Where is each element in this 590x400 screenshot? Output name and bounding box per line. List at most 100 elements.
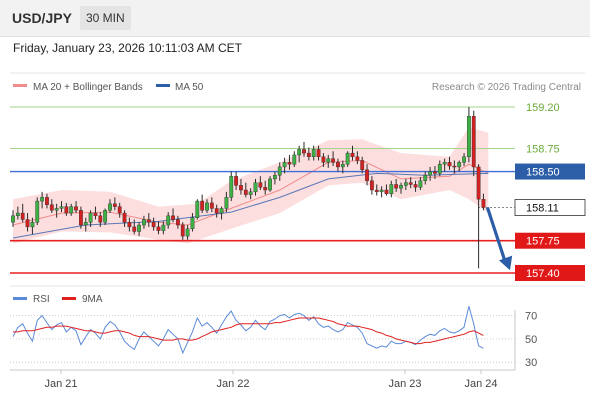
candle-body xyxy=(117,206,122,214)
candle-body xyxy=(452,165,457,168)
rsi-tick-label-30: 30 xyxy=(525,357,537,369)
candle-body xyxy=(35,200,40,223)
candle-body xyxy=(437,163,442,174)
candle-body xyxy=(316,149,321,158)
price-level-box-157-75 xyxy=(515,232,585,249)
candle-body xyxy=(175,219,180,226)
candle-body xyxy=(370,180,374,191)
candle-body xyxy=(273,175,277,180)
candle-body xyxy=(132,226,137,232)
candle-body xyxy=(447,162,452,167)
candle-body xyxy=(15,212,20,217)
candle-body xyxy=(161,224,166,231)
price-level-box-158-50 xyxy=(515,163,585,180)
candle-body xyxy=(287,162,292,165)
candle-body xyxy=(302,149,306,154)
candle-body xyxy=(54,208,59,211)
candle-body xyxy=(20,212,25,220)
rsi-panel: RSI 9MA 70 50 30 xyxy=(10,294,537,369)
price-level-label-159-20: 159.20 xyxy=(526,102,560,114)
candle-body xyxy=(64,206,69,214)
x-tick-label: Jan 23 xyxy=(388,378,421,390)
candle-body xyxy=(355,156,360,161)
candle-body xyxy=(49,204,54,211)
candle-body xyxy=(108,203,112,211)
candle-body xyxy=(399,185,403,189)
candle-body xyxy=(360,160,365,170)
forecast-arrow-head xyxy=(499,255,513,271)
candle-body xyxy=(321,156,326,163)
forecast-arrow-shaft xyxy=(485,207,507,262)
rsi-tick-label-70: 70 xyxy=(525,311,537,323)
x-tick-label: Jan 21 xyxy=(44,378,77,390)
candle-body xyxy=(297,149,302,156)
candle-body xyxy=(180,224,185,237)
candle-body xyxy=(408,182,413,185)
candle-body xyxy=(418,180,423,188)
price-level-box-157-40 xyxy=(515,265,585,281)
candle-body xyxy=(11,215,15,223)
candle-body xyxy=(151,222,156,228)
price-level-label-157-40: 157.40 xyxy=(526,268,560,280)
candle-body xyxy=(428,171,432,176)
candle-body xyxy=(59,206,64,209)
legend-label-rsi: RSI xyxy=(33,294,50,305)
legend-label-ma20: MA 20 + Bollinger Bands xyxy=(33,82,143,93)
legend-swatch-9ma xyxy=(62,297,76,300)
candle-body xyxy=(326,158,331,163)
candle-body xyxy=(403,182,408,186)
candle-body xyxy=(433,171,437,174)
candle-body xyxy=(476,166,481,200)
candle-body xyxy=(219,208,224,214)
candle-body xyxy=(98,215,103,223)
x-tick-label: Jan 22 xyxy=(216,378,249,390)
candle-body xyxy=(171,215,175,220)
rsi-lines xyxy=(12,306,484,355)
candle-body xyxy=(25,219,30,228)
candle-body xyxy=(248,191,253,195)
candle-body xyxy=(379,189,384,193)
candle-body xyxy=(146,219,151,223)
candle-body xyxy=(394,184,399,189)
candle-body xyxy=(481,199,486,208)
candle-body xyxy=(350,152,355,158)
price-level-labels: 159.20 158.75 158.50 158.11 157.75 157.40 xyxy=(514,102,586,281)
candle-body xyxy=(253,182,258,193)
candle-body xyxy=(190,217,195,229)
credit-text: Research © 2026 Trading Central xyxy=(432,82,581,93)
candle-body xyxy=(462,156,466,163)
candle-body xyxy=(340,163,345,168)
candle-body xyxy=(258,182,263,188)
candle-body xyxy=(384,189,389,194)
candle-body xyxy=(282,162,287,168)
candle-body xyxy=(292,154,297,165)
candle-body xyxy=(88,212,93,223)
price-level-label-158-50: 158.50 xyxy=(526,167,560,179)
candle-body xyxy=(200,200,205,211)
legend-label-ma50: MA 50 xyxy=(175,82,204,93)
timeframe-button[interactable]: 30 MIN xyxy=(80,6,131,30)
candle-body xyxy=(243,189,248,195)
candle-body xyxy=(30,222,35,228)
x-tick-label: Jan 24 xyxy=(464,378,497,390)
candle-body xyxy=(467,116,471,157)
candle-body xyxy=(195,200,200,218)
candle-body xyxy=(389,184,394,194)
candle-body xyxy=(234,175,238,186)
legend-label-9ma: 9MA xyxy=(82,294,103,305)
candle-body xyxy=(365,169,369,181)
candle-body xyxy=(471,116,476,168)
candle-body xyxy=(74,206,78,211)
price-level-label-158-75: 158.75 xyxy=(526,144,560,156)
candle-body xyxy=(268,178,272,191)
candle-body xyxy=(229,175,234,198)
candle-body xyxy=(93,212,98,217)
candle-body xyxy=(45,197,49,205)
candle-body xyxy=(311,149,316,158)
legend-swatch-ma20 xyxy=(13,84,27,87)
candle-body xyxy=(137,224,141,232)
candle-body xyxy=(374,189,379,193)
candle-body xyxy=(83,222,88,226)
candle-body xyxy=(239,185,243,191)
candle-body xyxy=(457,162,462,168)
